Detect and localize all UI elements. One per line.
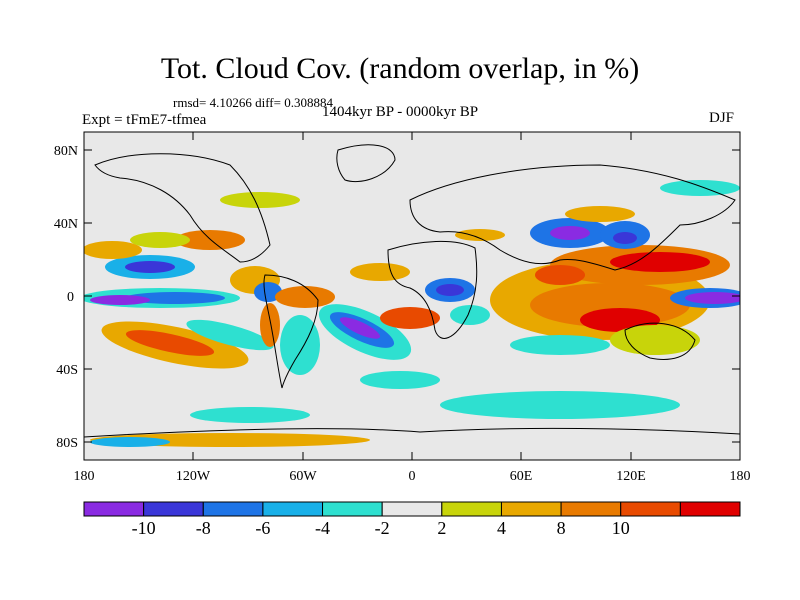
anomaly-region (90, 295, 150, 305)
colorbar-swatch (679, 501, 741, 517)
eurasia-outline (409, 164, 736, 271)
colorbar-label: -10 (131, 518, 156, 538)
anomaly-region (90, 437, 170, 447)
colorbar-label: 2 (437, 518, 447, 538)
anomaly-region (84, 241, 142, 259)
antarctica-outline (84, 427, 740, 438)
anomaly-region (175, 230, 245, 250)
colorbar-label: 8 (556, 518, 566, 538)
colorbar-swatch (262, 501, 324, 517)
x-axis-ticks (83, 132, 741, 460)
period-label: 1404kyr BP - 0000kyr BP (322, 104, 479, 120)
y-tick-label: 0 (67, 290, 74, 305)
colorbar-label: -2 (374, 518, 390, 538)
x-tick-label: 180 (74, 469, 95, 484)
experiment-label: Expt = tFmE7-tfmea (82, 112, 207, 128)
y-tick-label: 80N (54, 144, 78, 159)
anomaly-region (186, 319, 274, 351)
colorbar-label: 4 (496, 518, 506, 538)
anomaly-region (125, 292, 225, 304)
x-tick-label: 180 (730, 469, 751, 484)
x-tick-label: 120W (176, 469, 211, 484)
y-tick-label: 80S (56, 436, 78, 451)
anomaly-region (550, 226, 590, 240)
rmsd-diff-stats: rmsd= 4.10266 diff= 0.308884 (173, 95, 333, 110)
anomaly-region (685, 292, 740, 304)
season-label: DJF (709, 110, 735, 126)
anomaly-region (350, 263, 410, 281)
anomaly-region (125, 261, 175, 273)
greenland-outline (336, 144, 396, 183)
x-tick-label: 60W (289, 469, 317, 484)
y-tick-label: 40S (56, 363, 78, 378)
anomaly-region (455, 229, 505, 241)
anomaly-region (260, 303, 280, 347)
colorbar-label: 10 (611, 518, 630, 538)
anomaly-region (130, 232, 190, 248)
africa-outline (387, 241, 478, 339)
colorbar-swatch (620, 501, 681, 517)
colorbar-label: -4 (315, 518, 331, 538)
anomaly-region (360, 371, 440, 389)
anomaly-region (440, 391, 680, 419)
anomaly-region (535, 265, 585, 285)
colorbar-swatch (202, 501, 264, 517)
south-america-outline (263, 274, 319, 389)
colorbar-swatch (143, 501, 204, 517)
colorbar-swatch (322, 501, 383, 517)
colorbar-swatch (83, 501, 145, 517)
coastlines (84, 144, 740, 438)
anomaly-region (190, 407, 310, 423)
y-tick-label: 40N (54, 217, 78, 232)
anomaly-region (613, 232, 637, 244)
anomaly-region (610, 325, 700, 355)
colorbar (83, 501, 741, 517)
anomaly-region (610, 252, 710, 272)
australia-outline (624, 322, 696, 360)
x-tick-label: 60E (510, 469, 533, 484)
colorbar-label: -6 (255, 518, 271, 538)
anomaly-region (380, 307, 440, 329)
anomaly-region (280, 315, 320, 375)
x-tick-label: 120E (616, 469, 646, 484)
anomaly-region (275, 286, 335, 308)
north-america-outline (94, 153, 271, 263)
colorbar-swatch (500, 501, 562, 517)
anomaly-region (565, 206, 635, 222)
colorbar-swatch (560, 501, 622, 517)
x-tick-label: 0 (409, 469, 416, 484)
colorbar-swatch (441, 501, 502, 517)
anomaly-region (220, 192, 300, 208)
chart-title: Tot. Cloud Cov. (random overlap, in %) (160, 52, 640, 85)
anomaly-region (450, 305, 490, 325)
anomaly-region (436, 284, 464, 296)
anomaly-region (125, 330, 215, 356)
y-axis-ticks (84, 149, 740, 443)
anomaly-field (84, 180, 740, 447)
colorbar-label: -8 (195, 518, 211, 538)
colorbar-swatch (381, 501, 443, 517)
anomaly-region (339, 317, 381, 339)
anomaly-region (510, 335, 610, 355)
anomaly-region (660, 180, 740, 196)
